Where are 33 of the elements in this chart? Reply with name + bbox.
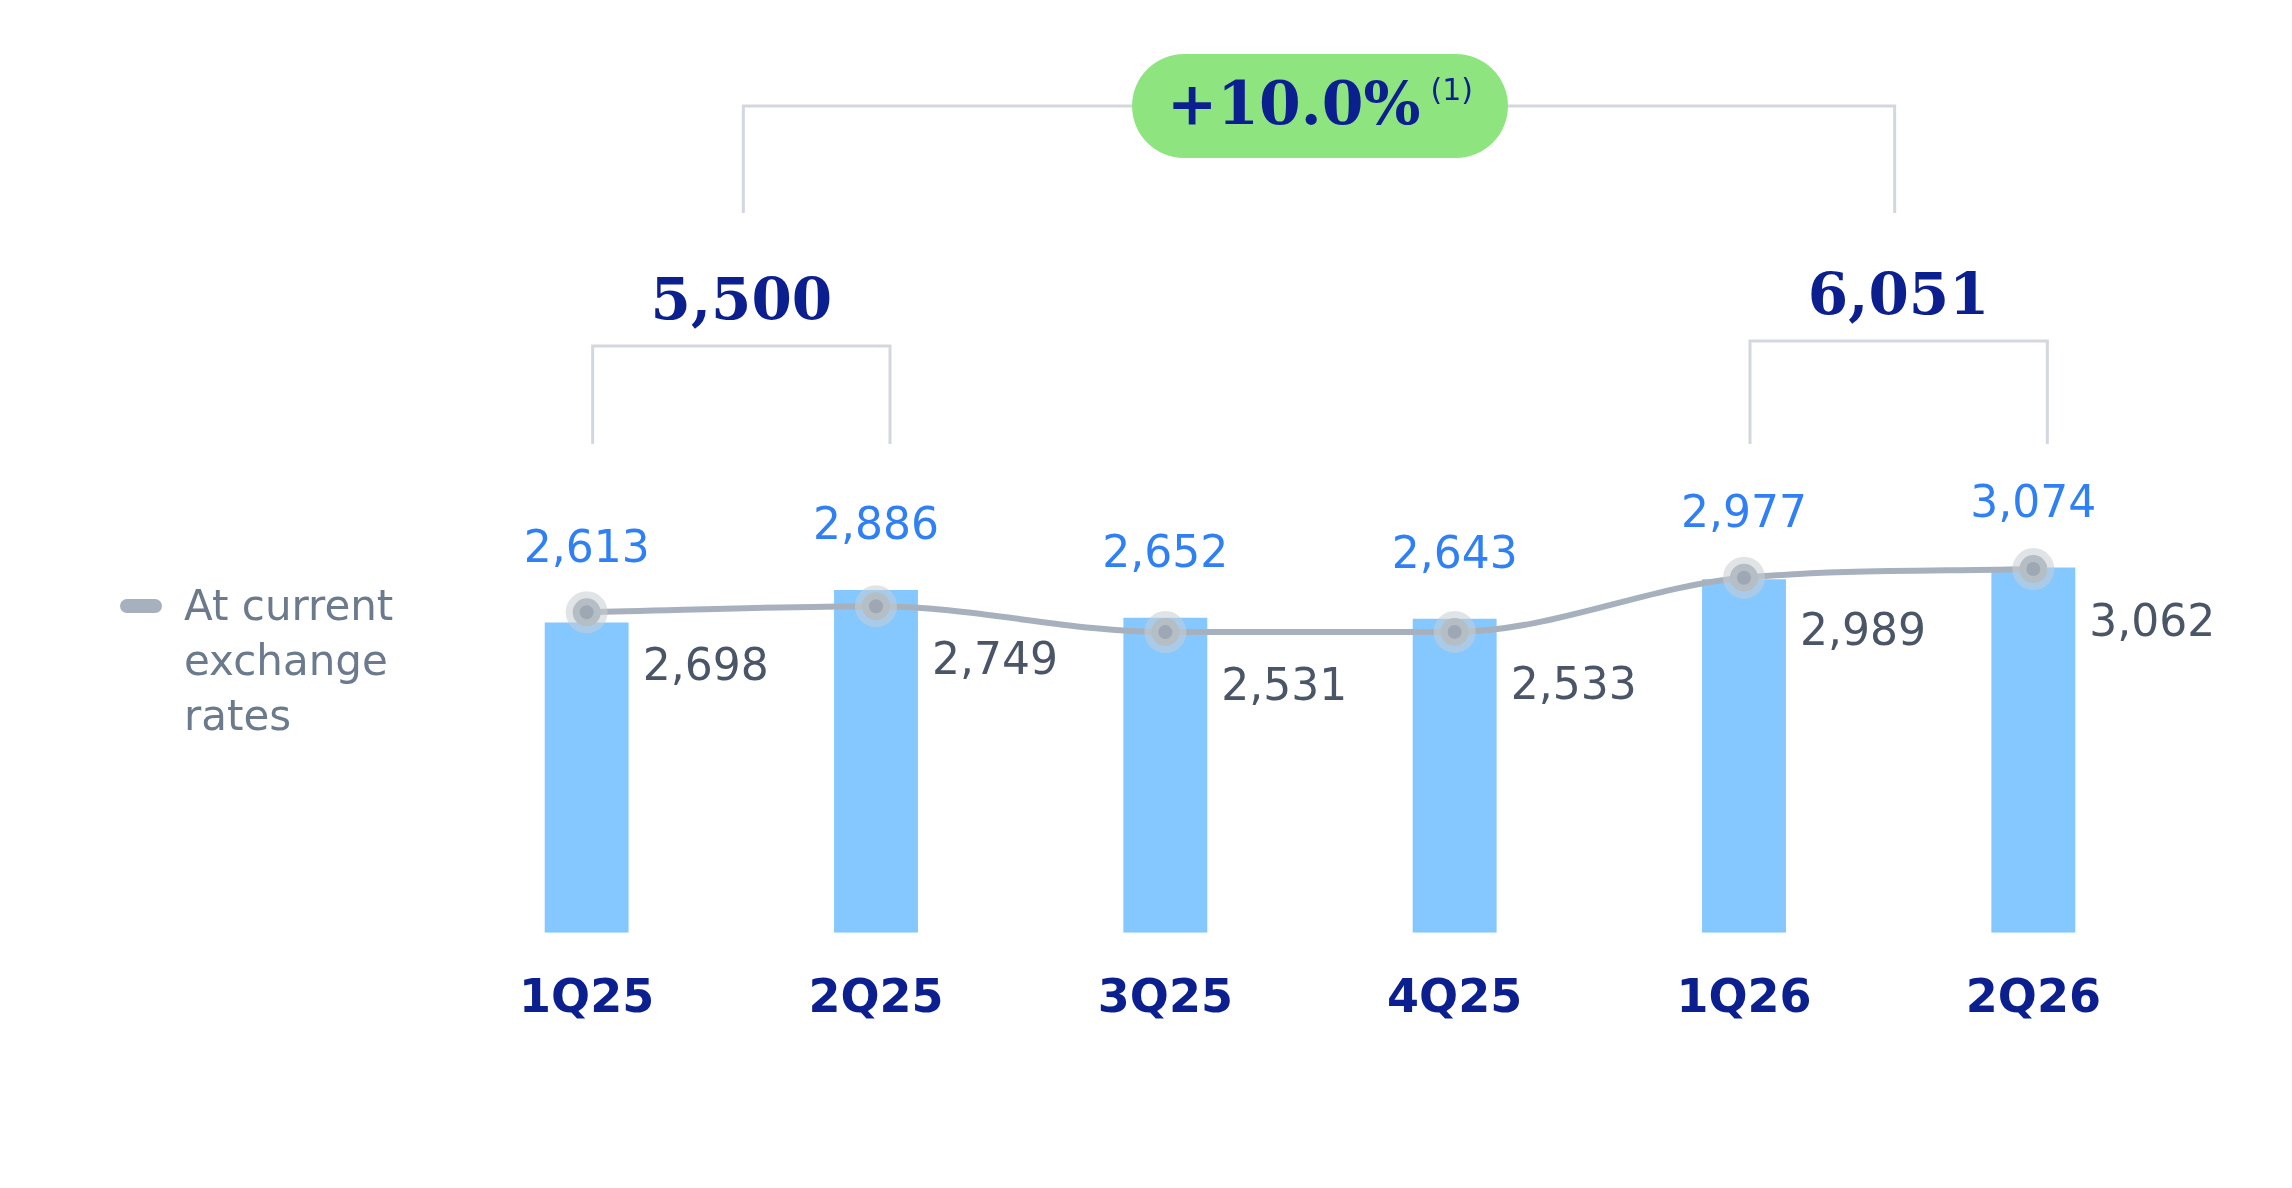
data-label: 3,062 [2089, 595, 2216, 647]
legend-label: At current exchange rates [184, 580, 395, 742]
data-label: 2,652 [1102, 526, 1229, 578]
point [1144, 611, 1187, 654]
bar [1412, 618, 1497, 933]
point [565, 591, 608, 634]
data-label: 2,989 [1800, 604, 1926, 656]
data-label: 2,698 [642, 638, 769, 690]
bar [1123, 617, 1208, 933]
data-label: 2,531 [1221, 658, 1348, 710]
bar [834, 589, 918, 933]
x-tick-label: 1Q25 [519, 969, 655, 1024]
point [2012, 548, 2055, 591]
point [1723, 556, 1765, 599]
data-label: 2,643 [1391, 527, 1518, 579]
bar [1991, 567, 2076, 933]
point [855, 585, 897, 628]
data-label: 2,533 [1510, 658, 1637, 710]
data-label: 2,977 [1681, 486, 1807, 538]
x-tick-label: 1Q26 [1676, 969, 1812, 1024]
text: 5,500 [650, 265, 833, 334]
data-label: 2,749 [932, 632, 1058, 684]
x-tick-label: 2Q26 [1965, 969, 2101, 1024]
bar [1702, 579, 1786, 933]
x-tick-label: 2Q25 [808, 969, 944, 1024]
bar [544, 622, 629, 933]
point [1433, 610, 1476, 653]
data-label: 2,613 [523, 520, 650, 572]
x-tick-label: 3Q25 [1097, 969, 1233, 1024]
data-label: 3,074 [1970, 476, 2097, 528]
data-label: 2,886 [813, 498, 939, 550]
x-tick-label: 4Q25 [1387, 969, 1523, 1024]
text: 6,051 [1807, 260, 1990, 329]
